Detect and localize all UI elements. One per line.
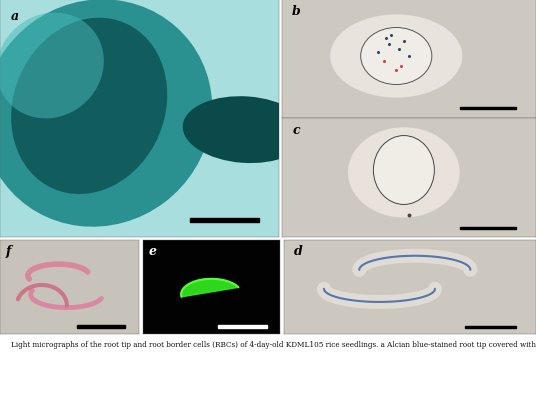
Text: Light micrographs of the root tip and root border cells (RBCs) of 4-day-old KDML: Light micrographs of the root tip and ro…	[11, 340, 536, 348]
Text: c: c	[292, 123, 300, 136]
Text: a: a	[11, 9, 19, 22]
Bar	[218, 326, 266, 328]
Bar	[465, 326, 516, 328]
Bar	[460, 108, 516, 110]
Text: d: d	[294, 244, 302, 257]
Text: f: f	[5, 244, 11, 257]
Ellipse shape	[183, 97, 308, 164]
Ellipse shape	[11, 19, 167, 194]
Text: e: e	[148, 244, 156, 257]
Ellipse shape	[374, 136, 434, 205]
Bar	[190, 218, 259, 223]
Ellipse shape	[348, 128, 460, 218]
Bar	[77, 326, 125, 328]
Text: b: b	[292, 5, 301, 18]
Polygon shape	[181, 279, 239, 297]
Ellipse shape	[330, 15, 463, 98]
Ellipse shape	[361, 28, 432, 85]
Ellipse shape	[0, 13, 104, 119]
Bar	[460, 228, 516, 230]
Ellipse shape	[0, 0, 212, 227]
